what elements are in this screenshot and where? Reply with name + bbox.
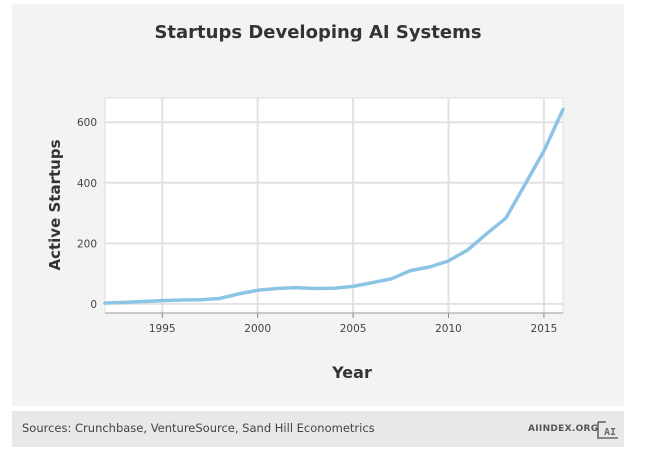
- x-tick-label: 2010: [435, 323, 462, 335]
- x-tick-label: 1995: [149, 323, 176, 335]
- aiindex-link[interactable]: AIINDEX.ORG: [528, 424, 599, 434]
- x-tick-labels: 1995 2000 2005 2010 2015: [149, 323, 557, 335]
- series-group: [103, 107, 565, 305]
- y-tick-labels: 0 200 400 600: [77, 117, 97, 311]
- gridlines: [105, 98, 563, 318]
- x-axis-title: Year: [331, 363, 372, 382]
- plot-area: [104, 97, 564, 314]
- y-tick-label: 400: [77, 178, 97, 190]
- footer-bar: [12, 411, 624, 447]
- source-text: Sources: Crunchbase, VentureSource, Sand…: [22, 421, 375, 435]
- x-tick-label: 2005: [340, 323, 367, 335]
- ai-logo-text: AI: [604, 427, 616, 438]
- ai-logo-icon: AI: [597, 421, 618, 439]
- y-tick-label: 0: [90, 299, 97, 311]
- x-tick-label: 2015: [531, 323, 558, 335]
- series-line: [103, 107, 565, 305]
- x-tick-label: 2000: [244, 323, 271, 335]
- y-tick-label: 600: [77, 117, 97, 129]
- chart-title: Startups Developing AI Systems: [154, 22, 482, 43]
- y-tick-label: 200: [77, 238, 97, 250]
- y-axis-title: Active Startups: [46, 139, 64, 270]
